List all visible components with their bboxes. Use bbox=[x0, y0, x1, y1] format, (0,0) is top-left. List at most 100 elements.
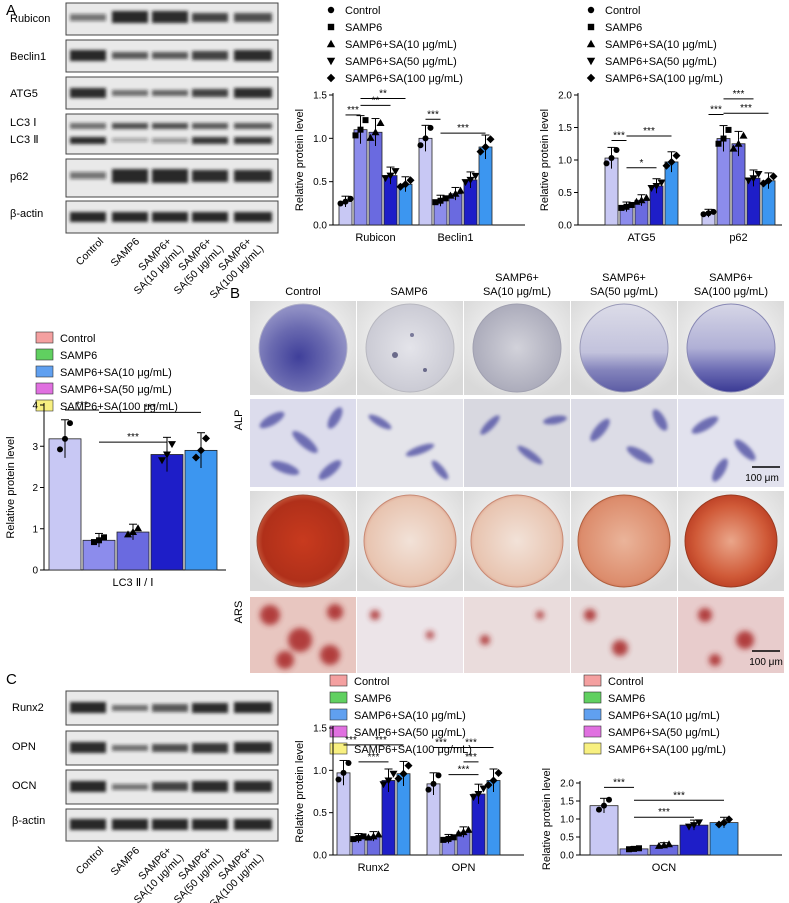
data-point bbox=[690, 822, 698, 830]
chart-lc3-ratio: 0 1 2 3 4 Relative protein level LC3 Ⅱ / Ⅰ *** *… bbox=[5, 400, 226, 589]
y-axis-label: Relative protein level bbox=[5, 436, 17, 538]
data-point bbox=[362, 117, 369, 124]
blot-label-runx2: Runx2 bbox=[12, 702, 44, 714]
legend-chart-rubicon: Control SAMP6 SAMP6+SA(10 μg/mL) SAMP6+SA(5… bbox=[326, 5, 463, 85]
significance-label: *** bbox=[613, 131, 625, 142]
data-point bbox=[163, 451, 171, 459]
data-point bbox=[471, 172, 480, 180]
data-point bbox=[461, 179, 470, 187]
y-tick-label: 0.5 bbox=[313, 177, 327, 188]
ars-dish-row bbox=[250, 491, 784, 591]
legend-marker-3 bbox=[326, 57, 336, 66]
bar bbox=[150, 454, 184, 571]
data-point bbox=[168, 441, 176, 449]
legend-swatch-3 bbox=[583, 725, 602, 738]
alp-dish-row bbox=[250, 301, 784, 395]
data-point bbox=[357, 126, 364, 133]
data-point bbox=[769, 172, 778, 181]
stain-row-ars: ARS bbox=[233, 601, 245, 624]
legend-label-2: SAMP6+SA(10 μg/mL) bbox=[608, 710, 720, 722]
data-point bbox=[384, 777, 393, 785]
legend-swatch-0 bbox=[35, 331, 54, 344]
stain-col-sa10-a: SAMP6+ bbox=[495, 272, 539, 284]
y-axis-label: Relative protein level bbox=[294, 109, 306, 211]
data-point bbox=[725, 815, 733, 824]
data-point bbox=[710, 208, 717, 215]
data-point bbox=[603, 160, 610, 167]
stain-col-sa10-b: SA(10 μg/mL) bbox=[483, 286, 551, 298]
data-point bbox=[618, 204, 625, 211]
y-tick-label: 1.5 bbox=[313, 724, 327, 735]
data-point bbox=[647, 184, 656, 192]
category-label: OPN bbox=[452, 862, 476, 874]
legend-marker-1 bbox=[587, 23, 595, 31]
data-point bbox=[685, 823, 693, 831]
bar bbox=[48, 438, 82, 571]
significance-label: *** bbox=[740, 103, 752, 114]
legend-label-2: SAMP6+SA(10 μg/mL) bbox=[60, 367, 172, 379]
y-tick-label: 1 bbox=[32, 524, 38, 535]
significance-label: *** bbox=[127, 432, 139, 443]
legend-label-2: SAMP6+SA(10 μg/mL) bbox=[354, 710, 466, 722]
data-point bbox=[459, 828, 468, 836]
y-tick-label: 1.0 bbox=[558, 156, 572, 167]
significance-label: ** bbox=[372, 95, 380, 106]
data-point bbox=[391, 168, 400, 176]
data-point bbox=[366, 133, 375, 141]
significance-label: ** bbox=[379, 88, 387, 99]
significance-label: *** bbox=[465, 752, 477, 763]
significance-label: *** bbox=[345, 735, 357, 746]
legend-label-1: SAMP6 bbox=[345, 22, 382, 34]
data-point bbox=[422, 135, 429, 142]
y-tick-label: 1.5 bbox=[560, 797, 574, 808]
alp-scale-bar-label: 100 μm bbox=[745, 473, 779, 484]
blot-label-lc3-2: LC3 Ⅱ bbox=[10, 134, 39, 146]
blot-label-atg5: ATG5 bbox=[10, 88, 38, 100]
data-point bbox=[427, 124, 434, 131]
data-point bbox=[601, 802, 607, 809]
legend-label-0: Control bbox=[608, 676, 643, 688]
stain-col-control: Control bbox=[285, 286, 320, 298]
y-tick-label: 0.5 bbox=[558, 188, 572, 199]
data-point bbox=[695, 819, 703, 827]
data-point bbox=[352, 132, 359, 139]
blot-label-actin-c: β-actin bbox=[12, 815, 45, 827]
data-point bbox=[62, 435, 68, 442]
data-point bbox=[596, 806, 602, 813]
y-tick-label: 1.5 bbox=[313, 91, 327, 102]
blot-frame-lc3 bbox=[65, 113, 279, 155]
data-point bbox=[464, 825, 473, 833]
data-point bbox=[486, 135, 495, 144]
data-point bbox=[667, 157, 676, 166]
legend-chart-ocn: Control SAMP6 SAMP6+SA(10 μg/mL) SAMP6+SA(5… bbox=[583, 674, 726, 756]
y-tick-label: 2.0 bbox=[558, 91, 572, 102]
data-point bbox=[197, 446, 205, 455]
significance-label: *** bbox=[347, 105, 359, 116]
data-point bbox=[715, 140, 722, 147]
blot-label-opn: OPN bbox=[12, 741, 36, 753]
data-point bbox=[340, 769, 347, 776]
legend-swatch-2 bbox=[329, 708, 348, 721]
legend-swatch-1 bbox=[583, 691, 602, 704]
legend-marker-2 bbox=[326, 39, 336, 48]
stain-col-samp6: SAMP6 bbox=[390, 286, 427, 298]
data-point bbox=[608, 155, 615, 162]
data-point bbox=[652, 183, 661, 190]
legend-marker-0 bbox=[587, 6, 595, 14]
y-tick-label: 1.0 bbox=[560, 815, 574, 826]
legend-swatch-2 bbox=[35, 365, 54, 378]
lane-label-control-c: Control bbox=[74, 845, 106, 877]
panel-label-a: A bbox=[6, 2, 16, 19]
category-label: p62 bbox=[729, 232, 747, 244]
y-tick-label: 4 bbox=[32, 401, 38, 412]
y-tick-label: 0 bbox=[32, 566, 38, 577]
data-point bbox=[662, 161, 671, 170]
data-point bbox=[355, 835, 362, 842]
y-tick-label: 0.0 bbox=[558, 221, 572, 232]
data-point bbox=[637, 196, 646, 204]
data-point bbox=[642, 193, 651, 201]
legend-swatch-0 bbox=[583, 674, 602, 687]
legend-swatch-3 bbox=[329, 725, 348, 738]
legend-label-1: SAMP6 bbox=[605, 22, 642, 34]
data-point bbox=[481, 143, 490, 151]
